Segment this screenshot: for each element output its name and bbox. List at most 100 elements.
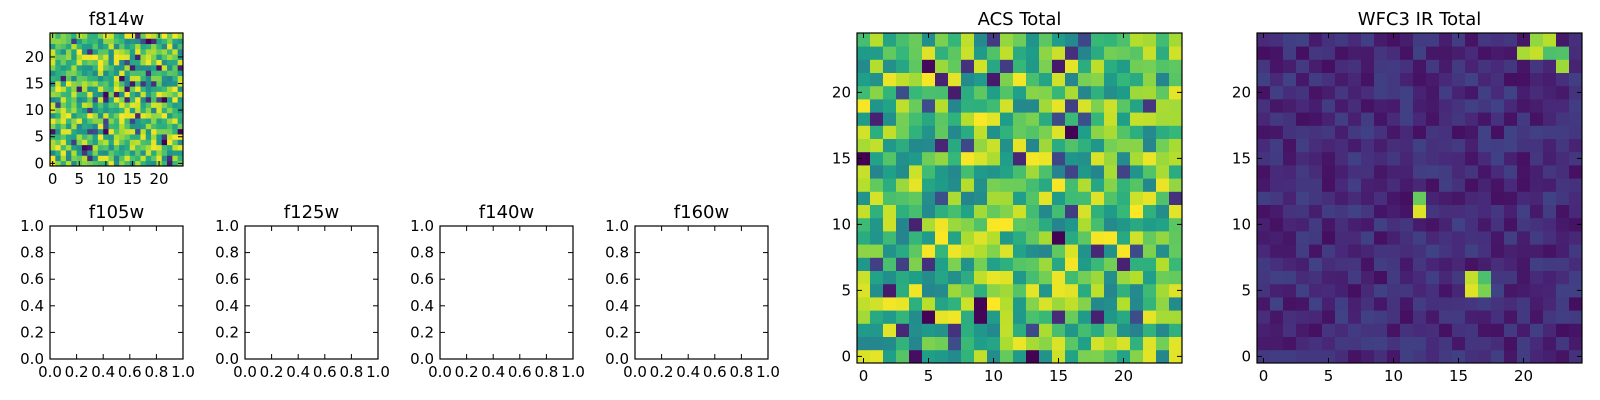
heatmap-cell bbox=[129, 139, 136, 146]
heatmap-cell bbox=[161, 38, 168, 45]
heatmap-cell bbox=[1322, 191, 1336, 205]
heatmap-cell bbox=[97, 160, 104, 167]
heatmap-cell bbox=[1439, 178, 1453, 192]
heatmap-cell bbox=[1374, 270, 1388, 285]
y-tick-label: 1.0 bbox=[20, 217, 44, 235]
heatmap-cell bbox=[55, 155, 62, 162]
heatmap-cell bbox=[1361, 323, 1375, 337]
heatmap-cell bbox=[922, 297, 936, 311]
heatmap-cell bbox=[1374, 125, 1388, 139]
heatmap-cell bbox=[1270, 33, 1284, 47]
heatmap-cell bbox=[119, 123, 125, 130]
heatmap-cell bbox=[1143, 125, 1157, 139]
heatmap-cell bbox=[896, 283, 910, 298]
heatmap-cell bbox=[1117, 204, 1131, 219]
heatmap-cell bbox=[948, 204, 962, 219]
heatmap-cell bbox=[948, 310, 962, 324]
heatmap-cell bbox=[1296, 217, 1310, 232]
heatmap-cell bbox=[987, 59, 1001, 73]
heatmap-cell bbox=[1091, 112, 1105, 126]
x-tick-label: 0.6 bbox=[508, 363, 532, 381]
x-tick-label: 1.0 bbox=[561, 363, 585, 381]
heatmap-cell bbox=[1543, 310, 1557, 324]
heatmap-cell bbox=[1387, 151, 1401, 166]
heatmap-cell bbox=[1013, 33, 1027, 47]
heatmap-cell bbox=[1504, 231, 1518, 245]
heatmap-cell bbox=[1413, 33, 1427, 47]
heatmap-cell bbox=[896, 138, 910, 153]
heatmap-cell bbox=[922, 270, 936, 285]
heatmap-cell bbox=[60, 86, 67, 92]
heatmap-cell bbox=[1491, 85, 1505, 100]
heatmap-cell bbox=[1169, 283, 1183, 298]
heatmap-cell bbox=[1569, 336, 1583, 351]
heatmap-cell bbox=[156, 86, 163, 92]
heatmap-cell bbox=[60, 123, 67, 130]
heatmap-cell bbox=[1039, 323, 1053, 337]
heatmap-cell bbox=[1117, 231, 1131, 245]
heatmap-cell bbox=[974, 244, 988, 258]
heatmap-cell bbox=[1000, 178, 1014, 192]
heatmap-cell bbox=[1013, 257, 1027, 271]
heatmap-cell bbox=[161, 144, 168, 151]
heatmap-cell bbox=[1322, 59, 1336, 73]
heatmap-cell bbox=[81, 38, 88, 45]
heatmap-cell bbox=[1491, 270, 1505, 285]
heatmap-cell bbox=[1257, 191, 1271, 205]
heatmap-cell bbox=[124, 107, 131, 114]
heatmap-cell bbox=[961, 99, 975, 113]
heatmap-cell bbox=[65, 128, 72, 135]
heatmap-cell bbox=[883, 204, 897, 219]
heatmap-cell bbox=[50, 86, 56, 92]
heatmap-cell bbox=[1130, 270, 1144, 285]
heatmap-cell bbox=[1348, 349, 1362, 364]
heatmap-cell bbox=[1452, 191, 1466, 205]
heatmap-cell bbox=[1543, 283, 1557, 298]
heatmap-cell bbox=[870, 310, 884, 324]
heatmap-cell bbox=[857, 112, 871, 126]
heatmap-cell bbox=[1169, 138, 1183, 153]
heatmap-cell bbox=[108, 102, 115, 108]
heatmap-cell bbox=[1091, 217, 1105, 232]
heatmap-cell bbox=[172, 33, 179, 39]
heatmap-cell bbox=[1296, 85, 1310, 100]
heatmap-cell bbox=[108, 75, 115, 82]
heatmap-cell bbox=[1000, 138, 1014, 153]
heatmap-cell bbox=[1257, 217, 1271, 232]
heatmap-cell bbox=[1439, 349, 1453, 364]
heatmap-cell bbox=[948, 138, 962, 153]
heatmap-cell bbox=[1143, 191, 1157, 205]
heatmap-cell bbox=[172, 43, 179, 50]
heatmap-cell bbox=[92, 144, 99, 151]
heatmap-cell bbox=[948, 349, 962, 364]
x-tick-label: 0.6 bbox=[703, 363, 727, 381]
heatmap-cell bbox=[71, 64, 77, 71]
heatmap-cell bbox=[1387, 310, 1401, 324]
heatmap-cell bbox=[1478, 231, 1492, 245]
heatmap-cell bbox=[987, 165, 1001, 179]
heatmap-cell bbox=[135, 64, 141, 71]
heatmap-cell bbox=[909, 125, 923, 139]
heatmap-cell bbox=[1556, 178, 1570, 192]
heatmap-cell bbox=[1283, 310, 1297, 324]
heatmap-cell bbox=[1026, 72, 1040, 87]
heatmap-cell bbox=[92, 102, 99, 108]
heatmap-cell bbox=[1104, 323, 1118, 337]
heatmap-cell bbox=[129, 107, 136, 114]
heatmap-cell bbox=[103, 123, 109, 130]
heatmap-cell bbox=[1361, 270, 1375, 285]
heatmap-cell bbox=[1156, 178, 1170, 192]
heatmap-cell bbox=[1517, 204, 1531, 219]
heatmap-cell bbox=[935, 165, 949, 179]
heatmap-cell bbox=[50, 48, 56, 55]
heatmap-cell bbox=[1039, 46, 1053, 60]
heatmap-cell bbox=[857, 336, 871, 351]
heatmap-cell bbox=[129, 134, 136, 140]
heatmap-cell bbox=[1000, 191, 1014, 205]
heatmap-cell bbox=[81, 102, 88, 108]
heatmap-cell bbox=[1322, 46, 1336, 60]
heatmap-cell bbox=[935, 244, 949, 258]
heatmap-cell bbox=[140, 112, 147, 119]
heatmap-cell bbox=[1283, 217, 1297, 232]
heatmap-cell bbox=[1065, 231, 1079, 245]
